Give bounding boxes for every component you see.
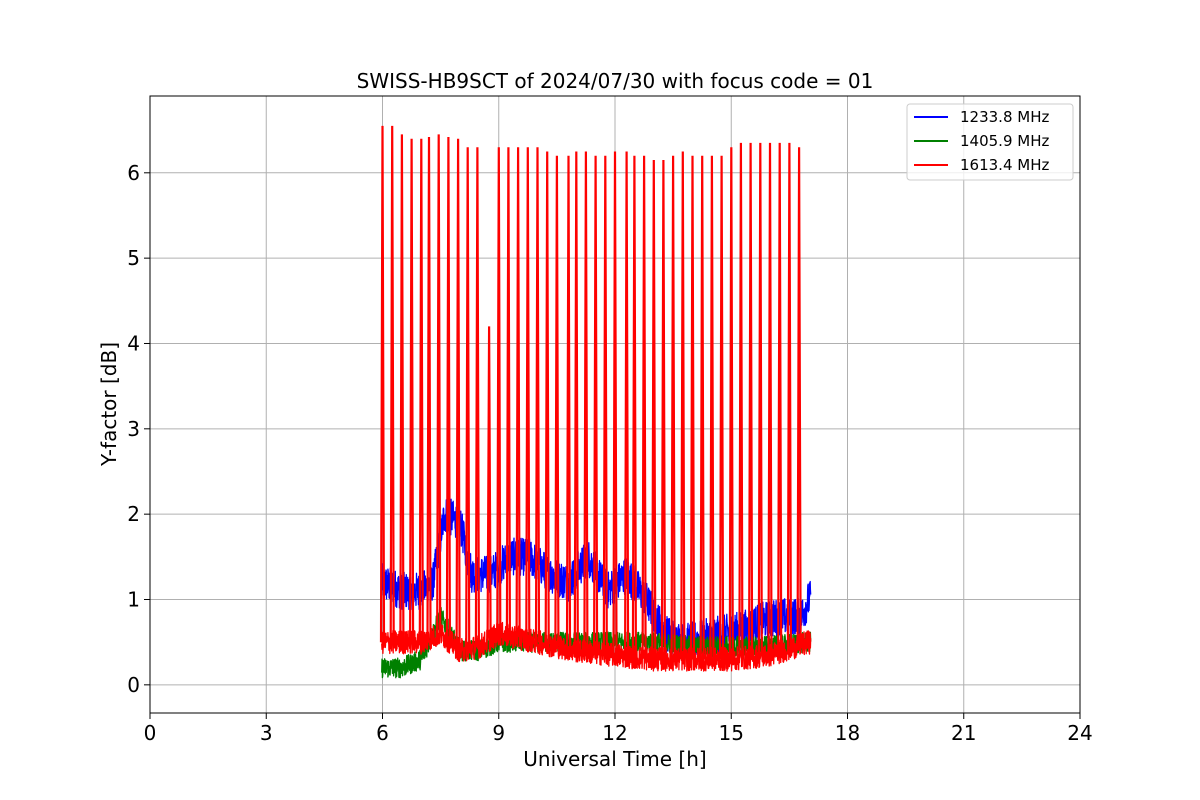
calibration-spike [474,147,480,647]
calibration-spike [436,134,442,635]
y-tick-label: 2 [127,502,140,526]
legend-label-series-2: 1405.9 MHz [960,132,1049,150]
calibration-spike [602,155,608,654]
x-tick-label: 3 [260,721,273,745]
x-tick-label: 9 [492,721,505,745]
calibration-spike [796,147,802,646]
calibration-spike [757,142,763,657]
x-tick-label: 15 [719,721,744,745]
x-axis-label: Universal Time [h] [523,747,706,771]
calibration-spike [680,151,686,660]
calibration-spike [496,147,502,634]
calibration-spike [651,159,657,660]
calibration-spike [445,136,451,641]
calibration-spike [689,155,696,660]
calibration-spike [389,125,395,643]
calibration-spike [486,326,492,641]
x-tick-label: 18 [835,721,860,745]
calibration-spike [583,151,589,652]
y-axis-label: Y-factor [dB] [97,342,121,467]
calibration-spike [409,138,415,643]
series-layer [379,125,812,679]
legend-label-series-3: 1613.4 MHz [960,156,1049,174]
y-tick-label: 0 [127,673,140,697]
calibration-spike [728,147,734,660]
calibration-spike [573,151,579,651]
calibration-spike [544,151,550,645]
y-tick-label: 1 [127,587,140,611]
calibration-spike [670,155,676,660]
calibration-spike [767,142,773,656]
calibration-spike [709,155,715,660]
calibration-spike [593,155,599,653]
y-tick-label: 6 [127,161,140,185]
calibration-spike [399,134,405,643]
calibration-spike [786,142,792,649]
chart-title: SWISS-HB9SCT of 2024/07/30 with focus co… [357,69,874,93]
calibration-spike [426,136,432,639]
calibration-spike [505,147,511,636]
calibration-spike [738,142,744,659]
calibration-spike [465,147,471,650]
x-tick-label: 24 [1067,721,1092,745]
calibration-spike [455,138,461,650]
legend-label-series-1: 1233.8 MHz [960,108,1049,126]
x-tick-label: 12 [602,721,627,745]
calibration-spike [631,155,637,658]
calibration-spike [515,147,521,638]
calibration-spike [379,125,386,643]
y-tick-label: 4 [127,331,140,355]
calibration-spike [624,151,630,657]
x-tick-label: 21 [951,721,976,745]
calibration-spike [418,138,424,643]
calibration-spike [565,155,572,650]
y-tick-label: 5 [127,246,140,270]
x-tick-label: 6 [376,721,389,745]
calibration-spike [660,159,666,660]
calibration-spike [699,155,705,660]
legend-box [906,103,1074,181]
legend: 1233.8 MHz 1405.9 MHz 1613.4 MHz [906,103,1074,181]
x-tick-label: 0 [144,721,157,745]
calibration-spike [612,151,618,656]
calibration-spike [534,147,541,643]
calibration-spike [777,142,783,652]
calibration-spike [525,147,531,641]
calibration-spike [554,155,560,647]
calibration-spike [641,155,647,659]
y-tick-label: 3 [127,417,140,441]
calibration-spike [719,155,725,660]
calibration-spike [748,142,754,658]
